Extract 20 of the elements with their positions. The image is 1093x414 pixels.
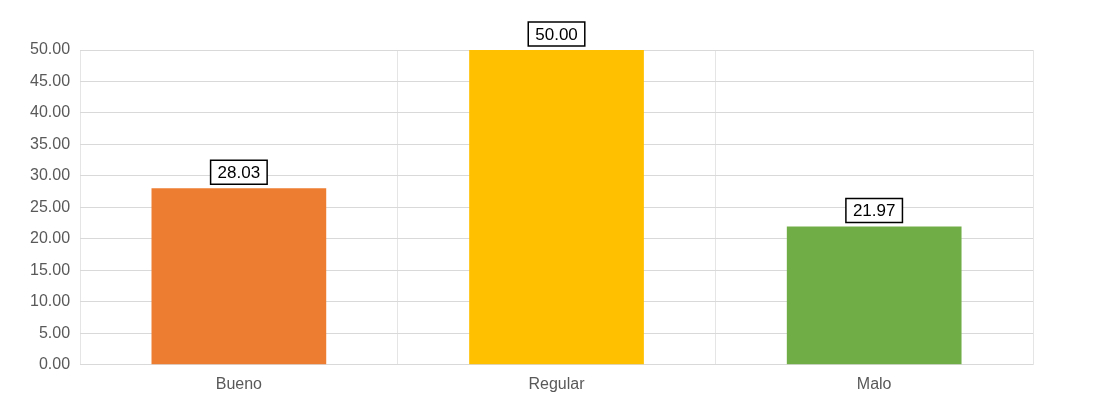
x-tick-label: Regular <box>528 374 586 392</box>
y-tick-label: 50.00 <box>29 40 71 58</box>
x-tick-label: Malo <box>856 374 892 392</box>
data-label: 28.03 <box>217 163 261 183</box>
y-tick-label: 35.00 <box>29 134 71 152</box>
y-tick-label: 0.00 <box>38 355 71 373</box>
data-label: 21.97 <box>852 201 896 221</box>
y-tick-label: 25.00 <box>29 197 71 215</box>
y-tick-label: 10.00 <box>29 292 71 310</box>
data-label: 50.00 <box>535 24 578 44</box>
bar <box>786 226 962 365</box>
y-tick-label: 30.00 <box>29 166 71 184</box>
y-tick-label: 20.00 <box>29 229 71 247</box>
x-tick-label: Bueno <box>215 374 263 392</box>
y-tick-label: 5.00 <box>38 323 71 341</box>
y-tick-label: 40.00 <box>29 103 71 121</box>
bar <box>151 188 327 365</box>
bar <box>469 50 644 365</box>
y-tick-label: 45.00 <box>29 71 71 89</box>
y-tick-label: 15.00 <box>29 260 71 278</box>
